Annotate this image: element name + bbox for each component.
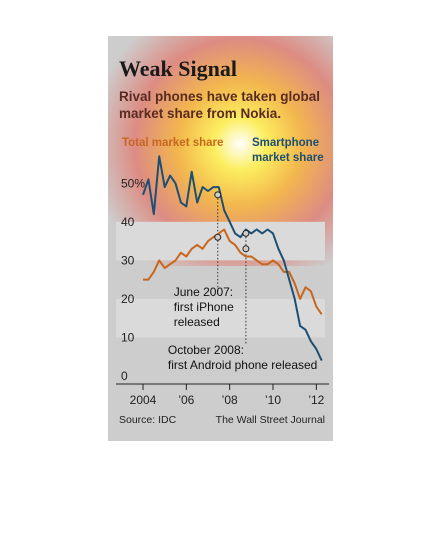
legend-smartphone: Smartphone market share <box>252 136 324 166</box>
chart-title: Weak Signal <box>119 56 237 81</box>
grid-band <box>116 221 325 261</box>
series-line-total <box>143 228 323 315</box>
legend-smartphone-line1: Smartphone <box>252 137 320 149</box>
series-line-smartphone <box>142 155 323 362</box>
chart-card: Weak Signal Rival phones have taken glob… <box>108 36 333 441</box>
x-tick-label: ’08 <box>222 393 238 407</box>
annotation-label: first Android phone released <box>168 358 317 372</box>
annotation-marker <box>214 191 222 199</box>
annotation-marker <box>242 245 250 253</box>
annotation-label: June 2007: <box>174 285 233 299</box>
x-tick-label: 2004 <box>130 393 157 407</box>
y-tick-label: 0 <box>121 369 128 383</box>
y-tick-label: 10 <box>121 330 135 344</box>
y-tick-label: 30 <box>121 253 135 267</box>
grid-band <box>116 298 325 338</box>
y-tick-label: 50% <box>121 176 145 190</box>
x-tick-label: ’06 <box>178 393 194 407</box>
annotation-label: released <box>174 315 220 329</box>
y-tick-label: 40 <box>121 215 135 229</box>
legend-smartphone-line2: market share <box>252 152 324 164</box>
annotation-marker <box>214 233 222 241</box>
annotation-marker <box>242 229 250 237</box>
y-tick-label: 20 <box>121 292 135 306</box>
x-tick-label: ’12 <box>308 393 324 407</box>
annotation-label: October 2008: <box>168 343 244 357</box>
x-tick-label: ’10 <box>265 393 281 407</box>
annotation-label: first iPhone <box>174 300 234 314</box>
credit-note: The Wall Street Journal <box>215 414 325 426</box>
legend-total: Total market share <box>122 137 224 149</box>
chart-subtitle: Rival phones have taken global market sh… <box>119 89 321 121</box>
source-note: Source: IDC <box>119 414 177 426</box>
